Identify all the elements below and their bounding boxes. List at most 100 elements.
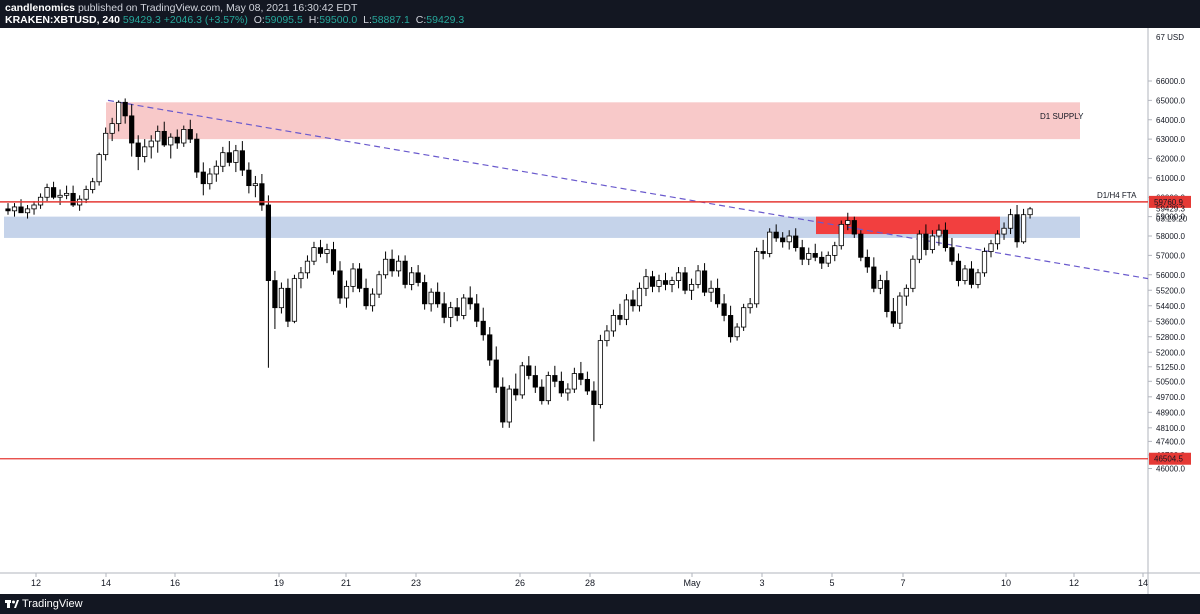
candle[interactable] — [382, 258, 389, 276]
candle[interactable] — [272, 280, 278, 309]
candle[interactable] — [330, 249, 337, 272]
candle[interactable] — [311, 247, 317, 262]
candle[interactable] — [994, 233, 1001, 245]
candle[interactable] — [44, 187, 50, 198]
candle[interactable] — [435, 291, 441, 305]
candle[interactable] — [324, 249, 330, 254]
candle[interactable] — [597, 340, 604, 405]
candle[interactable] — [936, 229, 942, 237]
candle[interactable] — [988, 243, 994, 252]
candle[interactable] — [734, 326, 740, 338]
candle[interactable] — [649, 276, 656, 287]
candle[interactable] — [916, 233, 923, 260]
candle[interactable] — [285, 287, 291, 322]
candle[interactable] — [565, 388, 571, 394]
candle[interactable] — [962, 268, 968, 281]
candle[interactable] — [877, 280, 883, 289]
candle[interactable] — [422, 282, 428, 305]
candle[interactable] — [1014, 214, 1020, 243]
candle[interactable] — [448, 307, 454, 318]
candle[interactable] — [578, 373, 584, 380]
candle[interactable] — [545, 375, 551, 402]
candle[interactable] — [148, 140, 154, 148]
candle[interactable] — [532, 375, 538, 388]
candle[interactable] — [519, 365, 525, 396]
candle[interactable] — [903, 287, 909, 297]
candle[interactable] — [369, 293, 376, 307]
candle[interactable] — [233, 150, 239, 163]
candle[interactable] — [747, 303, 753, 309]
candle[interactable] — [571, 373, 577, 390]
candle[interactable] — [767, 231, 773, 254]
candle[interactable] — [793, 235, 799, 249]
candle[interactable] — [103, 132, 109, 156]
candle[interactable] — [929, 235, 936, 250]
candle[interactable] — [897, 295, 903, 324]
demand-zone[interactable] — [4, 216, 1080, 238]
tradingview-brand[interactable]: TradingView — [22, 598, 83, 610]
candle[interactable] — [428, 291, 434, 305]
candle[interactable] — [11, 206, 18, 212]
candle[interactable] — [239, 150, 245, 171]
candle[interactable] — [832, 245, 838, 256]
candle[interactable] — [591, 390, 597, 405]
candle[interactable] — [1007, 214, 1014, 229]
candle[interactable] — [604, 330, 610, 342]
candle[interactable] — [109, 123, 115, 134]
candle[interactable] — [409, 272, 415, 285]
candle[interactable] — [317, 247, 324, 254]
candle[interactable] — [975, 272, 981, 285]
symbol-label[interactable]: KRAKEN:XBTUSD, 240 — [5, 14, 120, 26]
candle[interactable] — [350, 268, 356, 287]
candle[interactable] — [454, 307, 460, 316]
candle[interactable] — [923, 233, 929, 250]
candle[interactable] — [129, 115, 135, 144]
candle[interactable] — [858, 233, 864, 258]
candle[interactable] — [116, 101, 122, 125]
candle[interactable] — [552, 375, 558, 382]
candle[interactable] — [838, 223, 844, 247]
candle[interactable] — [415, 272, 421, 283]
candle[interactable] — [500, 386, 506, 423]
candle[interactable] — [799, 247, 805, 260]
candle[interactable] — [845, 220, 851, 225]
candle[interactable] — [1001, 227, 1007, 235]
d1-supply-zone[interactable] — [106, 102, 1080, 140]
candle[interactable] — [728, 315, 734, 338]
candle[interactable] — [942, 229, 949, 249]
candle[interactable] — [376, 274, 382, 295]
candle[interactable] — [630, 299, 636, 307]
candle[interactable] — [161, 130, 167, 146]
candle[interactable] — [83, 189, 89, 200]
candle[interactable] — [200, 171, 206, 185]
candle[interactable] — [773, 231, 779, 239]
candle[interactable] — [819, 256, 825, 264]
candle[interactable] — [246, 169, 252, 187]
candle[interactable] — [252, 183, 258, 187]
candle[interactable] — [864, 256, 870, 268]
candle[interactable] — [395, 260, 402, 272]
candle[interactable] — [356, 268, 363, 289]
candle[interactable] — [187, 129, 193, 140]
candle[interactable] — [207, 173, 213, 185]
candle[interactable] — [623, 299, 630, 320]
candle[interactable] — [584, 378, 590, 392]
candle[interactable] — [278, 287, 285, 309]
candle[interactable] — [480, 320, 486, 336]
candle[interactable] — [754, 251, 760, 305]
candle[interactable] — [884, 280, 890, 312]
candle[interactable] — [682, 272, 688, 291]
candle[interactable] — [526, 365, 532, 376]
candle[interactable] — [31, 204, 37, 210]
candle[interactable] — [675, 272, 682, 281]
candle[interactable] — [513, 388, 519, 396]
candle[interactable] — [643, 276, 649, 289]
candle[interactable] — [467, 297, 473, 305]
candle[interactable] — [688, 284, 695, 291]
candle[interactable] — [461, 297, 467, 316]
publisher-name[interactable]: candlenomics — [5, 2, 76, 14]
candle[interactable] — [760, 251, 766, 254]
candle[interactable] — [1027, 208, 1033, 216]
candle[interactable] — [812, 253, 818, 258]
candle[interactable] — [955, 260, 962, 281]
